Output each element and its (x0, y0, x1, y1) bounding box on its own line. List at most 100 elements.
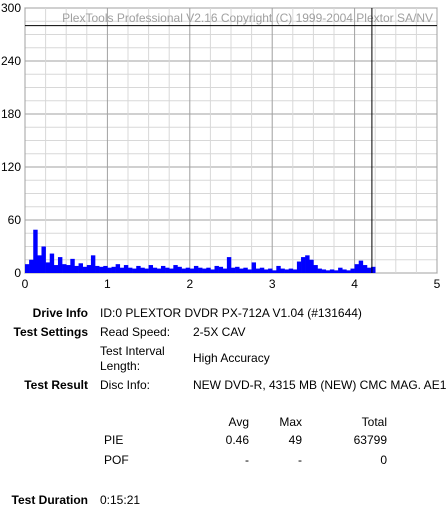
pie-bar (251, 262, 257, 273)
x-tick-label: 0 (22, 277, 29, 291)
pie-bar (305, 255, 310, 273)
y-tick-label: 60 (8, 213, 22, 227)
pie-bar (259, 267, 265, 273)
pie-bar (292, 269, 298, 273)
pie-bar (33, 229, 38, 273)
pie-bar (49, 253, 55, 273)
pie-bar (231, 267, 236, 273)
pie-bar (62, 264, 67, 273)
pie-bar (140, 267, 145, 273)
pie-bar (226, 257, 232, 273)
pie-bar (321, 269, 327, 273)
test-result-label: Test Result (24, 378, 88, 392)
pof-max: - (298, 453, 302, 467)
drive-info-value: ID:0 PLEXTOR DVDR PX-712A V1.04 (#131644… (100, 306, 362, 320)
markers (25, 8, 437, 273)
pie-bar (329, 269, 335, 273)
pie-bar (57, 257, 63, 273)
pie-bar (41, 246, 46, 273)
x-tick-label: 4 (351, 277, 358, 291)
pie-bar (74, 265, 79, 273)
pie-bar (255, 268, 261, 273)
pie-bar (268, 268, 273, 273)
pie-bar (338, 267, 343, 273)
test-duration-value: 0:15:21 (100, 493, 141, 507)
pie-bar (276, 265, 281, 273)
drive-info-label: Drive Info (32, 306, 88, 320)
test-settings-label: Test Settings (13, 325, 88, 339)
pie-bar (296, 261, 302, 273)
col-avg-header: Avg (228, 415, 249, 429)
pie-bar (152, 267, 158, 273)
pie-bar (128, 267, 133, 273)
pie-bar (173, 265, 178, 273)
col-total-header: Total (361, 415, 387, 429)
pie-bar (169, 268, 174, 273)
pie-bar (37, 255, 42, 273)
pie-bar (82, 266, 88, 273)
x-tick-label: 2 (186, 277, 193, 291)
pie-bar (189, 268, 195, 273)
pie-bar (325, 270, 331, 273)
pie-bar (280, 268, 285, 273)
pie-bar (354, 264, 360, 273)
pie-bar (288, 268, 294, 273)
y-axis-ticks: 0 60 120 180 240 300 (1, 1, 21, 280)
pie-total: 63799 (353, 433, 387, 447)
pie-bar (25, 264, 30, 273)
pie-bar (362, 265, 368, 273)
disc-info-label: Disc Info: (100, 378, 151, 392)
pie-bar (358, 260, 364, 273)
pie-bar (222, 268, 228, 273)
pie-bar (247, 269, 252, 273)
pie-avg: 0.46 (225, 433, 249, 447)
pie-bar (206, 267, 211, 273)
pie-bar (334, 270, 339, 273)
read-speed-label: Read Speed: (100, 325, 171, 339)
pie-bar (185, 267, 191, 273)
pie-bar (210, 269, 215, 273)
pie-bar (243, 267, 248, 273)
pie-bar (366, 267, 372, 273)
pie-bar (119, 267, 125, 273)
col-max-header: Max (279, 415, 302, 429)
pie-bar (144, 268, 149, 273)
test-duration-label: Test Duration (11, 493, 88, 507)
pie-bar (123, 265, 129, 273)
y-tick-label: 240 (1, 54, 21, 68)
pie-bar (193, 265, 199, 273)
pie-bar (165, 267, 170, 273)
x-tick-label: 3 (269, 277, 276, 291)
test-interval-label-line2: Length: (100, 359, 141, 373)
pie-bar (214, 265, 219, 273)
pie-bar (45, 262, 51, 273)
pie-bar (263, 269, 269, 273)
pie-bar (350, 268, 355, 273)
pie-bar (111, 266, 116, 273)
pie-bar (78, 263, 83, 273)
pie-bar (301, 257, 306, 273)
x-tick-label: 5 (434, 277, 441, 291)
test-interval-value: High Accuracy (193, 351, 270, 365)
test-interval-label-line1: Test Interval (100, 344, 165, 358)
pie-bar (86, 265, 92, 273)
data-area (25, 229, 376, 273)
y-tick-label: 300 (1, 1, 21, 15)
y-tick-label: 180 (1, 107, 21, 121)
pie-bar (317, 268, 322, 273)
x-tick-label: 1 (104, 277, 111, 291)
copyright-watermark: PlexTools Professional V2.16 Copyright (… (62, 11, 433, 25)
y-tick-label: 120 (1, 160, 21, 174)
pie-bar (371, 266, 376, 273)
pie-bar (202, 268, 207, 273)
pie-row-label: PIE (104, 433, 124, 447)
pie-bar (284, 269, 289, 273)
pie-bar (218, 266, 224, 273)
pie-max: 49 (288, 433, 302, 447)
disc-info-value: NEW DVD-R, 4315 MB (NEW) CMC MAG. AE1 (193, 378, 447, 392)
pie-bar (53, 265, 59, 273)
pie-bar (99, 266, 104, 273)
pie-bar (156, 268, 162, 273)
pie-bar (132, 268, 137, 273)
pie-bar (66, 265, 71, 273)
